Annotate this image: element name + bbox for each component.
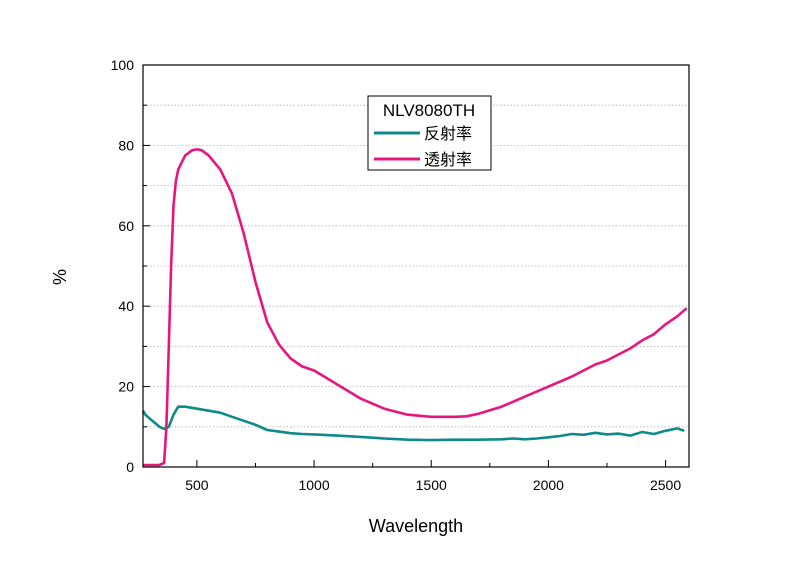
y-tick-label: 0 <box>126 459 134 475</box>
x-tick-label: 2000 <box>533 477 564 493</box>
legend-title: NLV8080TH <box>383 101 475 120</box>
series-line-transmittance <box>143 148 688 467</box>
x-tick-label: 1500 <box>416 477 447 493</box>
x-tick-label: 2500 <box>650 477 681 493</box>
y-tick-label: 60 <box>118 218 134 234</box>
x-tick-label: 500 <box>185 477 209 493</box>
y-tick-label: 100 <box>111 57 135 73</box>
y-tick-label: 80 <box>118 137 134 153</box>
y-tick-label: 20 <box>118 379 134 395</box>
axis-ticks: 0 20 40 60 80 100 500 1000 1500 2000 2500 <box>111 57 682 493</box>
x-axis-title: Wavelength <box>369 516 463 536</box>
y-tick-label: 40 <box>118 298 134 314</box>
series-layer <box>141 148 688 467</box>
series-line-reflectance <box>141 405 685 442</box>
y-axis-title: % <box>50 269 70 285</box>
legend-label-transmittance: 透射率 <box>424 150 472 169</box>
x-tick-label: 1000 <box>298 477 329 493</box>
legend: NLV8080TH 反射率 透射率 <box>367 95 492 171</box>
legend-label-reflectance: 反射率 <box>424 124 472 143</box>
